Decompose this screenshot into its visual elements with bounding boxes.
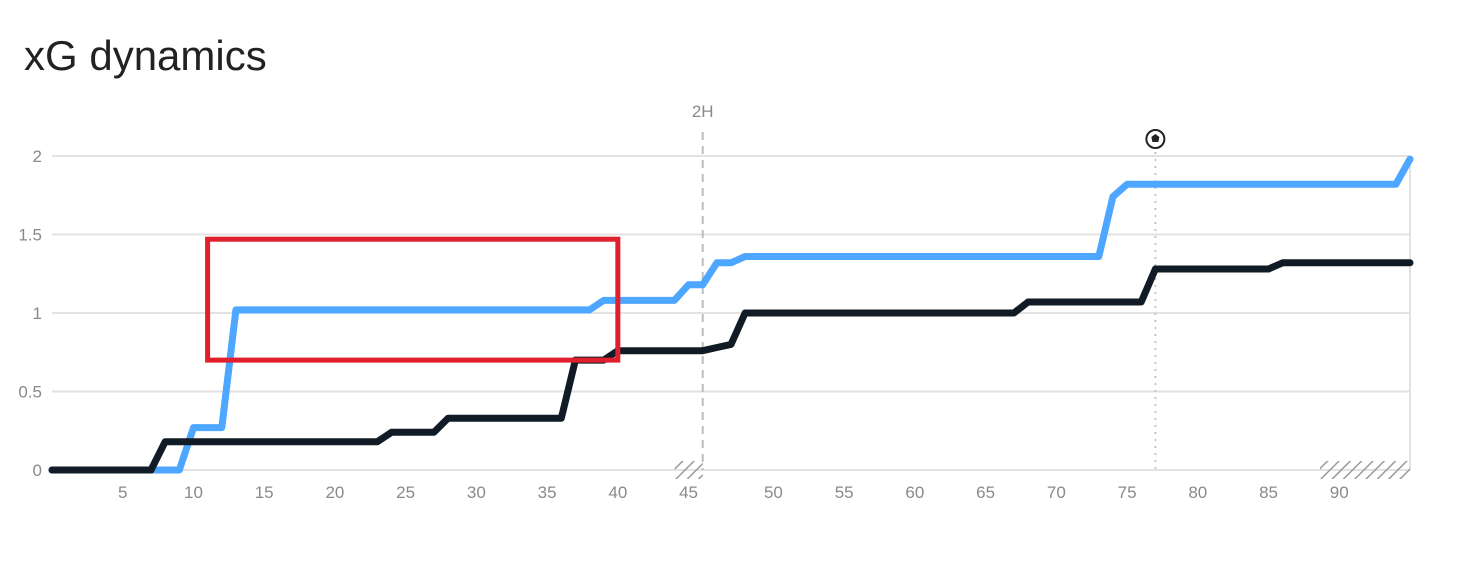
stoppage-hatch-first-half [674, 461, 703, 479]
series-line-dark [48, 259, 1414, 474]
chart-title: xG dynamics [24, 32, 267, 79]
x-tick-label: 65 [976, 483, 995, 502]
x-tick-label: 70 [1047, 483, 1066, 502]
x-tick-label: 45 [679, 483, 698, 502]
x-tick-label: 35 [538, 483, 557, 502]
x-tick-label: 55 [835, 483, 854, 502]
x-tick-label: 30 [467, 483, 486, 502]
x-tick-label: 50 [764, 483, 783, 502]
stoppage-hatch-second-half [1320, 461, 1410, 479]
x-tick-label: 75 [1118, 483, 1137, 502]
y-tick-label: 1.5 [18, 226, 42, 245]
x-tick-label: 5 [118, 483, 127, 502]
highlight-box [205, 236, 621, 363]
x-tick-label: 25 [396, 483, 415, 502]
ball-patch [1151, 134, 1160, 142]
x-tick-label: 90 [1330, 483, 1349, 502]
x-tick-label: 85 [1259, 483, 1278, 502]
x-tick-label: 80 [1188, 483, 1207, 502]
series-group [48, 155, 1414, 474]
series-line-blue [48, 155, 1414, 474]
x-axis: 5 10 15 20 25 30 35 40 45 50 55 60 65 70 75 80 85 90 [118, 483, 1349, 502]
y-tick-label: 0.5 [18, 383, 42, 402]
markers: 2H [674, 102, 1410, 479]
x-tick-label: 10 [184, 483, 203, 502]
x-tick-label: 15 [255, 483, 274, 502]
x-tick-label: 20 [325, 483, 344, 502]
soccer-ball-icon [1145, 129, 1166, 149]
halftime-label: 2H [692, 102, 714, 121]
overlay [205, 236, 621, 363]
y-axis: 0 0.5 1 1.5 2 [18, 147, 42, 480]
y-tick-label: 2 [33, 147, 42, 166]
x-tick-label: 60 [905, 483, 924, 502]
x-tick-label: 40 [608, 483, 627, 502]
y-tick-label: 0 [33, 461, 42, 480]
y-tick-label: 1 [33, 304, 42, 323]
